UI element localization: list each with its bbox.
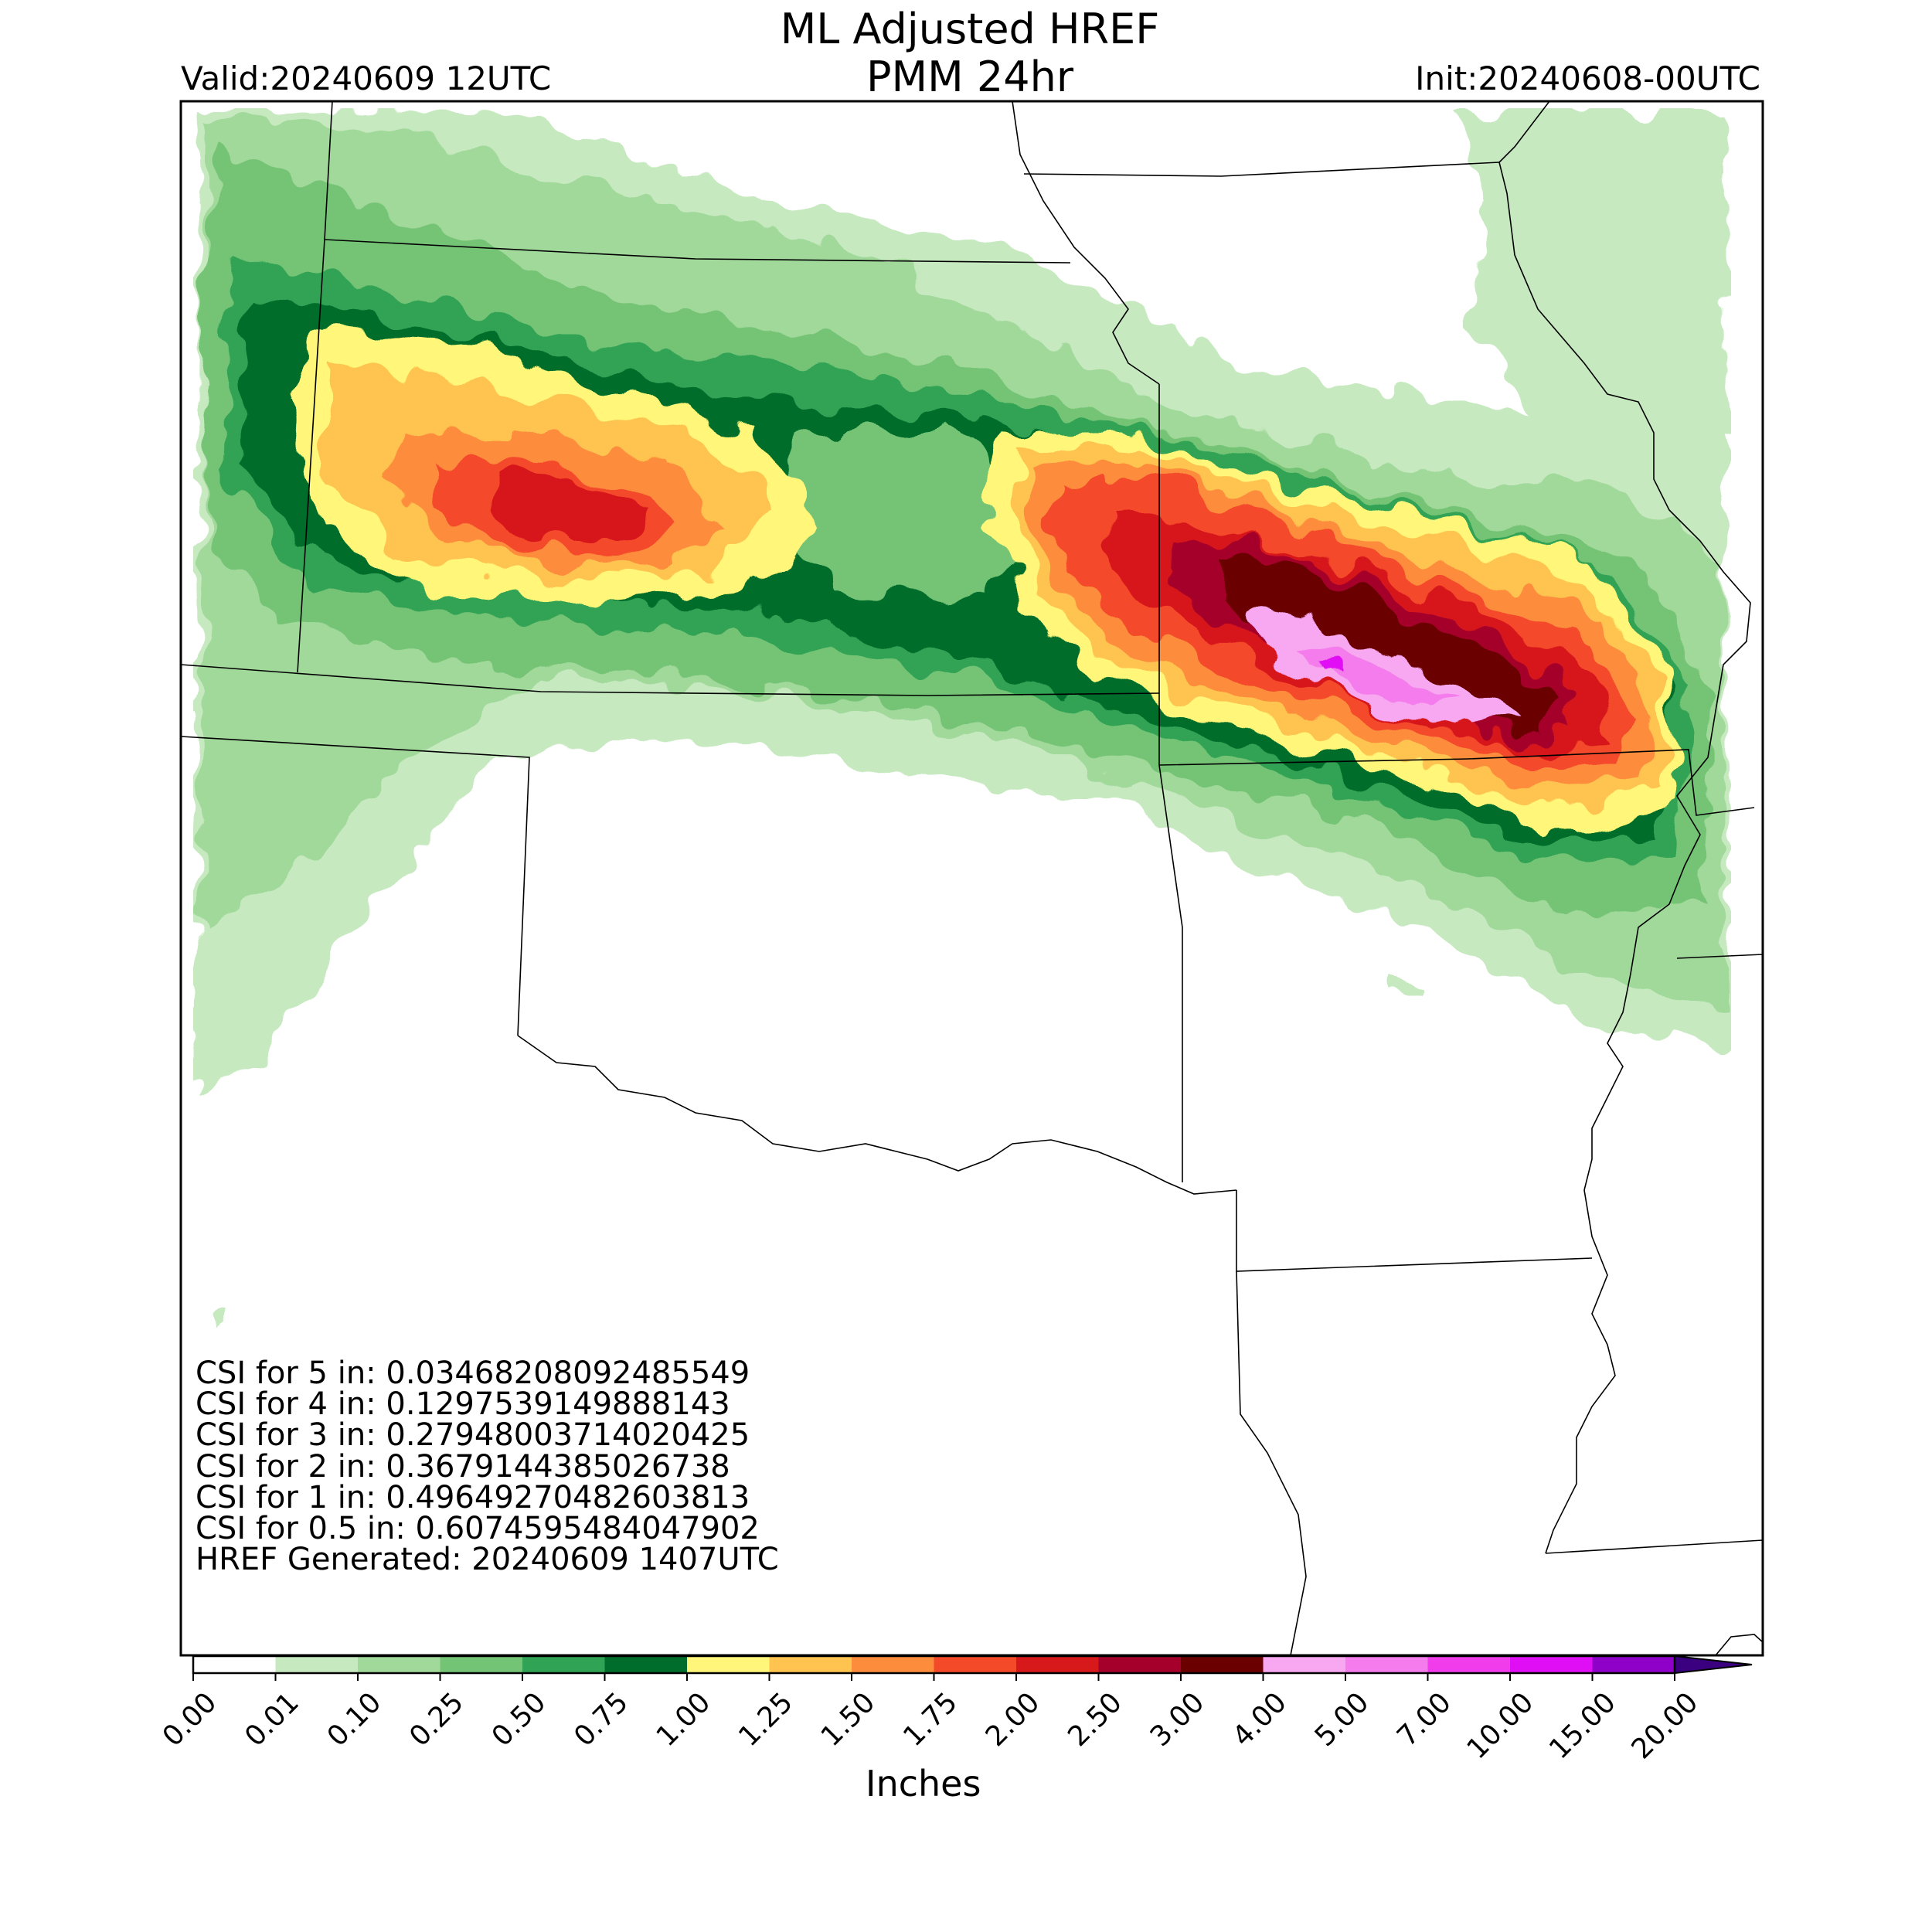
colorbar-tick-label: 7.00 (1391, 1686, 1458, 1753)
colorbar-segment (193, 1656, 277, 1673)
boundary-kansas-east (1158, 384, 1183, 1182)
colorbar-tick-label: 5.00 (1309, 1686, 1376, 1753)
stat-line: CSI for 1 in: 0.49649270482603813 (196, 1479, 750, 1515)
valid-time: Valid:20240609 12UTC (181, 60, 552, 97)
colorbar-tick-label: 4.00 (1226, 1686, 1293, 1753)
stat-line: CSI for 5 in: 0.03468208092485549 (196, 1355, 750, 1391)
colorbar-segment (275, 1656, 359, 1673)
colorbar-segment (1098, 1656, 1182, 1673)
colorbar-segment (1427, 1656, 1511, 1673)
colorbar-tick-label: 0.75 (568, 1686, 634, 1753)
boundary-kentucky (1676, 954, 1763, 959)
boundary-iowa-south (1023, 162, 1500, 177)
boundary-missouri-south (1158, 749, 1755, 816)
map-title: ML Adjusted HREF (780, 5, 1160, 53)
colorbar-tick-label: 1.25 (733, 1686, 799, 1753)
colorbar-segment (1016, 1656, 1100, 1673)
boundary-arkansas-north (1236, 1190, 1593, 1272)
colorbar-tick-label: 0.00 (157, 1686, 223, 1753)
colorbar-tick-label: 20.00 (1626, 1686, 1705, 1765)
precip-700 (1321, 665, 1349, 676)
boundary-oklahoma-red-river (517, 1035, 1237, 1195)
boundary-louisiana (1545, 1539, 1763, 1554)
colorbar-tick-label: 1.00 (651, 1686, 717, 1753)
precip-gap (773, 433, 1028, 595)
csi-stats: CSI for 5 in: 0.03468208092485549 CSI fo… (196, 1355, 779, 1578)
stat-line: HREF Generated: 20240609 1407UTC (196, 1542, 779, 1578)
precip-300 (1213, 556, 1569, 734)
colorbar-segment (358, 1656, 441, 1673)
boundary-gulf (1715, 1634, 1763, 1655)
boundary-arkansas-texas (1236, 1270, 1307, 1655)
map-subtitle: PMM 24hr (866, 53, 1074, 101)
colorbar-segment (1263, 1656, 1346, 1673)
colorbar-label: Inches (866, 1763, 981, 1804)
colorbar-segment (522, 1656, 606, 1673)
colorbar-tick-label: 0.10 (321, 1686, 388, 1753)
colorbar-segment (1181, 1656, 1264, 1673)
colorbar-tick-label: 3.00 (1145, 1686, 1211, 1753)
precip-field (193, 108, 1731, 1333)
colorbar-segment (852, 1656, 935, 1673)
boundary-colorado-west (297, 101, 333, 673)
stat-line: CSI for 0.5 in: 0.6074595484047902 (196, 1511, 760, 1547)
init-time: Init:20240608-00UTC (1415, 60, 1760, 97)
precip-specks-sw (209, 981, 1422, 1333)
colorbar-tick-label: 0.50 (486, 1686, 553, 1753)
colorbar-tick-label: 15.00 (1543, 1686, 1622, 1765)
boundary-nebraska-south (181, 664, 1160, 696)
boundary-kansas-west (181, 736, 530, 1036)
colorbar: 0.00 0.01 0.10 0.25 0.50 0.75 1.00 1.25 1.50 1.75… (157, 1655, 1753, 1765)
state-boundaries (181, 101, 1763, 1655)
colorbar-segment (440, 1656, 523, 1673)
colorbar-tick-label: 1.50 (815, 1686, 882, 1753)
boundary-missouri-river (1012, 101, 1160, 385)
colorbar-segment (769, 1656, 852, 1673)
colorbar-segment (1345, 1656, 1429, 1673)
precip-200-west (487, 471, 649, 541)
colorbar-tick-label: 2.50 (1062, 1686, 1128, 1753)
colorbar-segment (687, 1656, 770, 1673)
colorbar-extend-arrow (1674, 1655, 1753, 1675)
stat-line: CSI for 2 in: 0.3679144385026738 (196, 1448, 730, 1485)
colorbar-segment (1510, 1656, 1594, 1673)
colorbar-segment (604, 1656, 688, 1673)
colorbar-tick-label: 0.25 (403, 1686, 470, 1753)
colorbar-tick-label: 10.00 (1461, 1686, 1540, 1765)
colorbar-tick-label: 0.01 (239, 1686, 305, 1753)
colorbar-tick-label: 1.75 (897, 1686, 964, 1753)
colorbar-tick-label: 2.00 (980, 1686, 1046, 1753)
stat-line: CSI for 3 in: 0.27948003714020425 (196, 1417, 750, 1454)
colorbar-segment (934, 1656, 1017, 1673)
stat-line: CSI for 4 in: 0.1297539149888143 (196, 1386, 730, 1423)
precip-light-east (1453, 108, 1731, 433)
colorbar-segment (1592, 1656, 1675, 1673)
boundary-nebraska-north (324, 239, 1071, 264)
precip-500 (1291, 641, 1453, 707)
boundary-mississippi-river (1498, 101, 1751, 1554)
